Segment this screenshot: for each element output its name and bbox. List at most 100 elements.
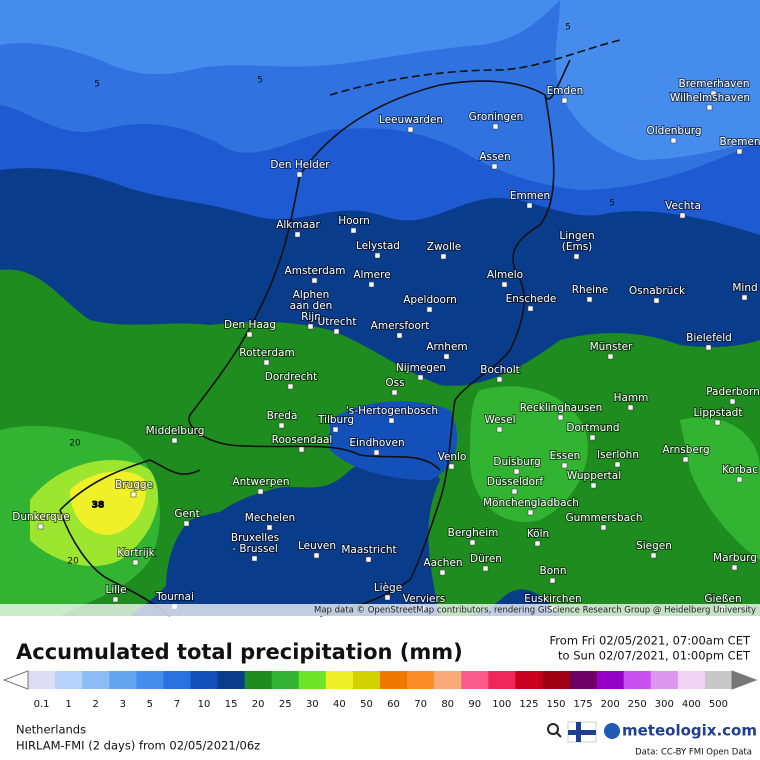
city-label: Brugge: [115, 479, 153, 491]
colorbar-label: 5: [147, 699, 153, 710]
city-marker: [257, 488, 264, 495]
title: Accumulated total precipitation (mm): [16, 640, 463, 664]
city-marker: [350, 227, 357, 234]
colorbar-label: 125: [519, 699, 538, 710]
city-label: Aachen: [423, 557, 462, 569]
colorbar-label: 500: [709, 699, 728, 710]
city-marker: [263, 359, 270, 366]
colorbar-label: 20: [252, 699, 265, 710]
city-marker: [496, 376, 503, 383]
colorbar-swatch: [136, 671, 164, 689]
city-label: Mönchengladbach: [483, 497, 579, 509]
city-marker: [731, 564, 738, 571]
city-label: Antwerpen: [232, 476, 289, 488]
contour-label: 20: [69, 439, 81, 449]
city-label: Münster: [590, 341, 633, 353]
city-label: Enschede: [506, 293, 557, 305]
city-label: Oss: [385, 377, 404, 389]
city-label: Alphen: [293, 289, 330, 301]
colorbar-arrow-right: [731, 670, 758, 690]
city-label: Lelystad: [356, 240, 400, 252]
precip-zone: [0, 0, 560, 75]
city-label: Almere: [353, 269, 390, 281]
city-marker: [171, 437, 178, 444]
city-label: Eindhoven: [349, 437, 404, 449]
city-label: Emmen: [510, 190, 550, 202]
colorbar-swatch: [82, 671, 110, 689]
city-marker: [492, 123, 499, 130]
data-credit: Data: CC-BY FMI Open Data: [635, 748, 752, 758]
city-label: Gießen: [704, 593, 741, 605]
city-marker: [679, 212, 686, 219]
city-label: Recklinghausen: [520, 402, 603, 414]
city-label: Utrecht: [318, 316, 357, 328]
colorbar-label: 3: [120, 699, 126, 710]
city-marker: [396, 332, 403, 339]
city-marker: [407, 126, 414, 133]
city-marker: [373, 449, 380, 456]
precip-zone: [555, 0, 760, 160]
city-label: Bremen: [719, 136, 760, 148]
city-marker: [374, 252, 381, 259]
contour-label: 5: [609, 199, 615, 209]
colorbar-label: 300: [655, 699, 674, 710]
city-marker: [573, 253, 580, 260]
city-label: Oldenburg: [646, 125, 701, 137]
city-label: Roosendaal: [272, 434, 333, 446]
city-marker: [714, 419, 721, 426]
colorbar-swatch: [650, 671, 679, 689]
city-marker: [112, 596, 119, 603]
city-marker: [439, 569, 446, 576]
city-label: Almelo: [487, 269, 523, 281]
city-label: Düsseldorf: [487, 476, 543, 488]
city-label: Korbac: [722, 464, 758, 476]
city-marker: [246, 331, 253, 338]
colorbar-label: 50: [360, 699, 373, 710]
colorbar-swatch: [190, 671, 219, 689]
city-marker: [729, 398, 736, 405]
city-label: Dunkerque: [12, 511, 69, 523]
city-marker: [417, 374, 424, 381]
city-marker: [557, 414, 564, 421]
city-marker: [332, 426, 339, 433]
city-marker: [710, 90, 717, 97]
city-label: 's-Hertogenbosch: [346, 405, 438, 417]
zoom-icon[interactable]: [547, 723, 559, 735]
city-marker: [491, 163, 498, 170]
city-marker: [534, 540, 541, 547]
colorbar-label: 40: [333, 699, 346, 710]
city-label: aan den: [290, 300, 333, 312]
map-labels: Bremerhaven Wilhelmshaven Emden Groningen Le…: [11, 23, 760, 612]
city-label: Kortrijk: [117, 547, 155, 559]
city-marker: [561, 97, 568, 104]
brand-logo: [604, 723, 620, 739]
city-label: Nijmegen: [396, 362, 446, 374]
colorbar-swatch: [542, 671, 571, 689]
city-label: Lingen: [559, 230, 594, 242]
city-label: Dortmund: [566, 422, 619, 434]
city-marker: [333, 328, 340, 335]
colorbar-swatch: [434, 671, 462, 689]
colorbar-label: 70: [414, 699, 427, 710]
city-marker: [307, 323, 314, 330]
city-label: Rijn: [301, 311, 321, 323]
city-label: Lippstadt: [694, 407, 743, 419]
city-marker: [561, 462, 568, 469]
city-label: Bremerhaven: [679, 78, 750, 90]
city-marker: [589, 434, 596, 441]
city-marker: [391, 389, 398, 396]
city-label: Marburg: [713, 552, 757, 564]
city-marker: [600, 524, 607, 531]
city-marker: [527, 305, 534, 312]
brand[interactable]: meteologix.com: [622, 722, 757, 740]
colorbar-label: 1: [65, 699, 71, 710]
city-marker: [287, 383, 294, 390]
colorbar-swatch: [569, 671, 598, 689]
city-label: Groningen: [469, 111, 524, 123]
city-marker: [443, 353, 450, 360]
city-marker: [365, 556, 372, 563]
city-label: Rheine: [572, 284, 608, 296]
colorbar-swatch: [55, 671, 83, 689]
city-marker: [513, 468, 520, 475]
contour-label: 5: [565, 23, 571, 33]
